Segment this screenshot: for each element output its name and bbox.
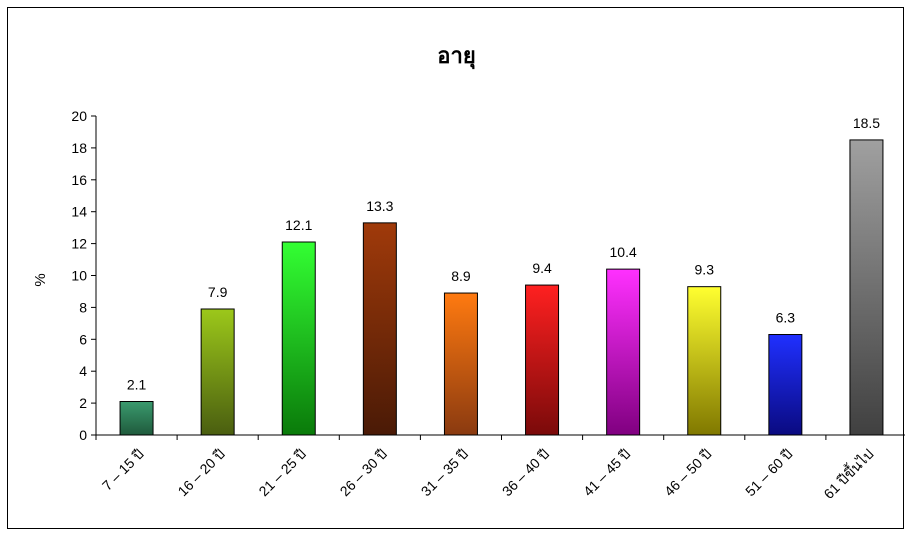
x-tick-label: 21 – 25 ปี: [255, 446, 308, 499]
x-tick-label: 41 – 45 ปี: [580, 446, 633, 499]
x-tick-label: 61 ปีขึ้นไป: [819, 444, 877, 502]
chart-frame: อายุ 0 2 4 6 8 10 12 14 16 18 20 2.1 7.9 12.1 13.3 8.9…: [7, 7, 905, 529]
chart-title: อายุ: [437, 44, 476, 69]
y-tick-label: 10: [71, 268, 87, 284]
y-tick-label: 12: [71, 236, 87, 252]
x-tick-label: 46 – 50 ปี: [661, 446, 714, 499]
x-tick-label: 31 – 35 ปี: [418, 446, 471, 499]
y-tick-label: 14: [71, 204, 87, 220]
y-tick-label: 2: [79, 395, 87, 411]
y-tick-label: 0: [79, 427, 87, 443]
y-tick-label: 4: [79, 363, 87, 379]
data-label: 2.1: [127, 377, 147, 393]
bar: [200, 308, 235, 436]
data-label: 10.4: [610, 244, 637, 260]
x-tick-label: 26 – 30 ปี: [337, 446, 390, 499]
x-tick-label: 7 – 15 ปี: [99, 446, 147, 494]
data-label: 18.5: [853, 115, 880, 131]
bars: [119, 139, 884, 436]
y-tick-label: 8: [79, 299, 87, 315]
y-tick-label: 20: [71, 108, 87, 124]
bar: [362, 222, 397, 436]
bar: [119, 401, 154, 436]
data-label: 13.3: [366, 198, 393, 214]
data-label: 9.4: [532, 260, 552, 276]
data-label: 8.9: [451, 268, 471, 284]
y-axis: 0 2 4 6 8 10 12 14 16 18 20: [71, 108, 97, 443]
bar: [849, 139, 884, 436]
x-tick-labels: 7 – 15 ปี 16 – 20 ปี 21 – 25 ปี 26 – 30 ปี 3…: [99, 444, 877, 502]
bar: [443, 292, 478, 436]
y-tick-label: 6: [79, 331, 87, 347]
data-label: 6.3: [776, 310, 796, 326]
bar: [606, 268, 641, 436]
data-labels: 2.1 7.9 12.1 13.3 8.9 9.4 10.4 9.3 6.3 18.5: [127, 115, 880, 393]
x-tick-label: 16 – 20 ปี: [174, 446, 227, 499]
data-label: 9.3: [695, 262, 715, 278]
x-tick-label: 36 – 40 ปี: [499, 446, 552, 499]
y-axis-label: %: [32, 273, 49, 286]
bar-chart: 0 2 4 6 8 10 12 14 16 18 20 2.1 7.9 12.1 13.3 8.9 9.4 10…: [32, 108, 905, 502]
x-axis: [95, 434, 905, 440]
bar: [768, 334, 803, 436]
data-label: 7.9: [208, 284, 228, 300]
y-tick-label: 18: [71, 140, 87, 156]
y-tick-label: 16: [71, 172, 87, 188]
bar: [281, 241, 316, 436]
bar: [687, 286, 722, 436]
data-label: 12.1: [285, 217, 312, 233]
bar: [525, 284, 560, 436]
x-tick-label: 51 – 60 ปี: [742, 446, 795, 499]
